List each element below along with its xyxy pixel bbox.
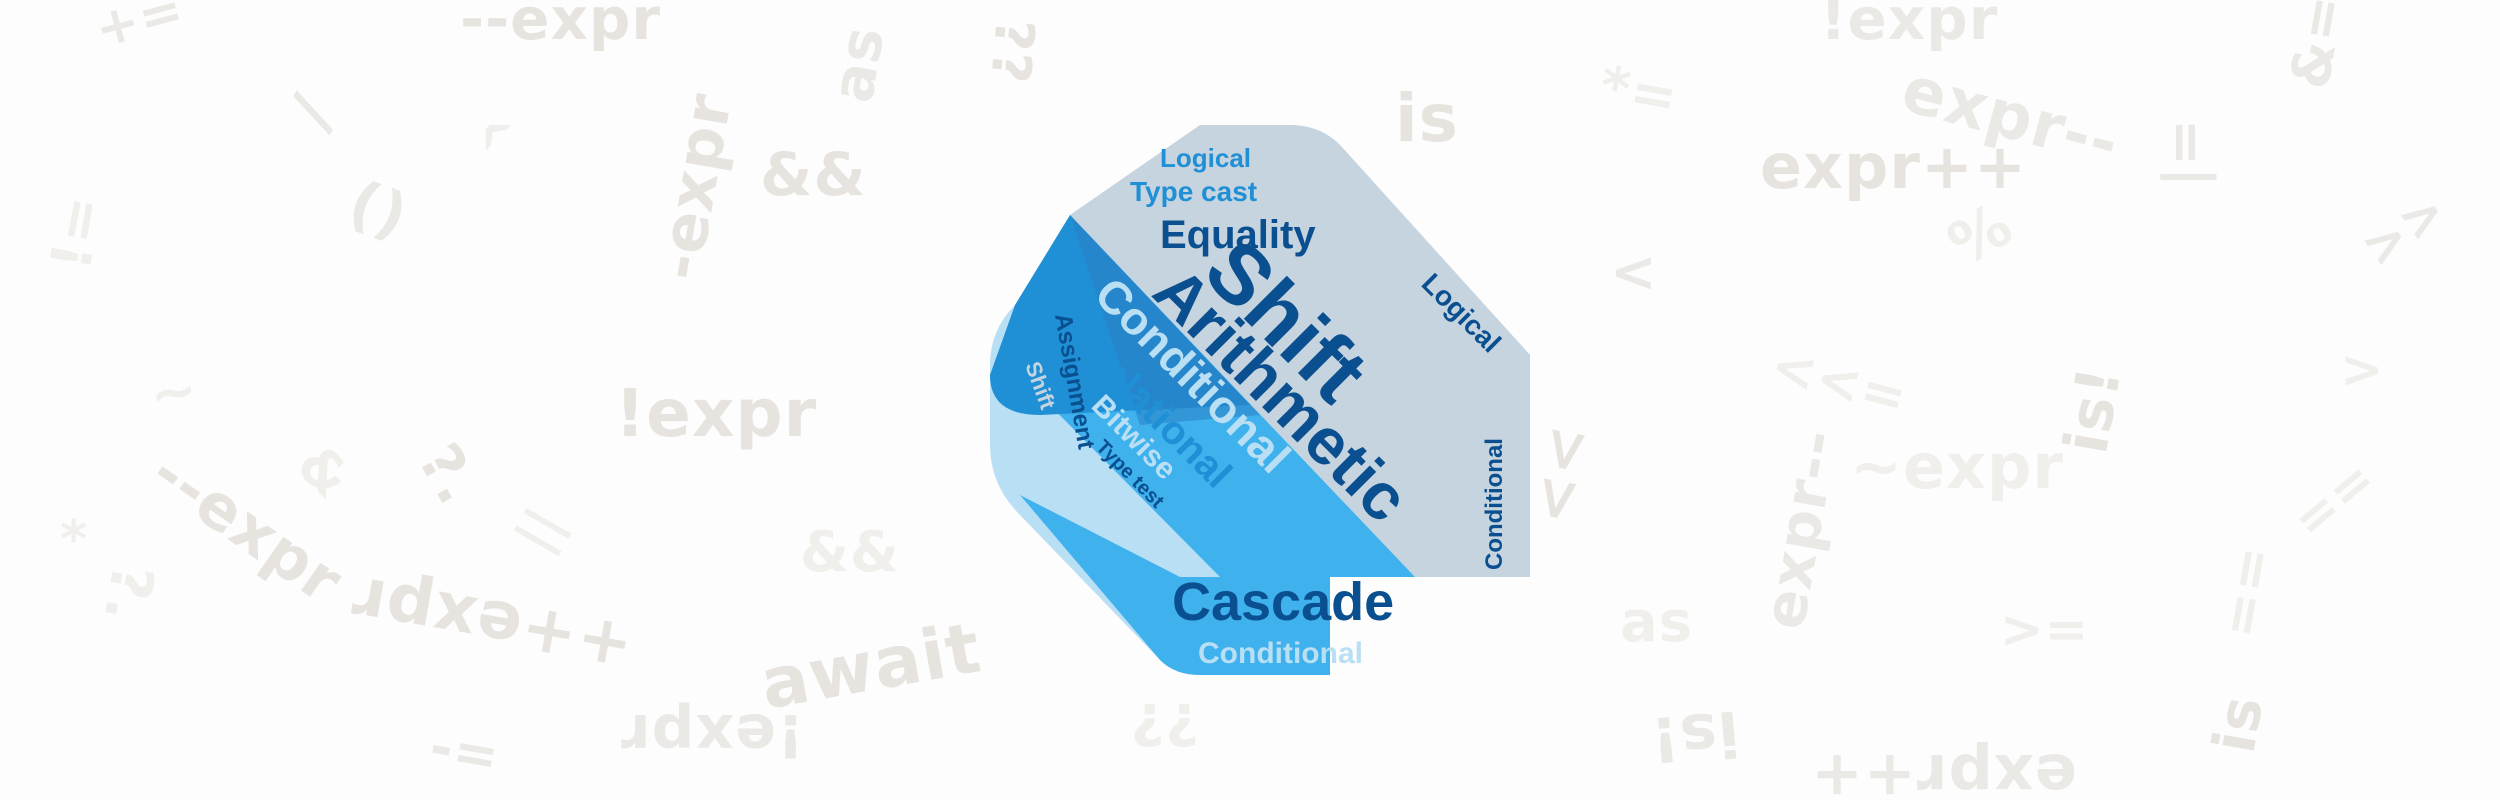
bg-token: ?.: [404, 432, 493, 516]
bg-token: &&: [760, 140, 867, 210]
bg-token: !expr: [1820, 0, 1999, 53]
bg-token: |=: [2152, 117, 2218, 188]
bg-token: is: [2199, 690, 2277, 758]
word-equality: Equality: [1160, 213, 1316, 257]
bg-token: ~: [144, 356, 204, 429]
bg-token: !expr: [615, 375, 818, 452]
bg-token: ==: [2207, 540, 2286, 643]
bg-token: !expr: [620, 700, 805, 770]
bg-token: >>: [2350, 179, 2459, 281]
bg-token: expr--: [1749, 424, 1852, 634]
bg-token: ++expr: [345, 560, 639, 687]
bg-token: is!: [1646, 696, 1743, 777]
bg-token: is: [1395, 80, 1459, 157]
bg-token: <: [1610, 240, 1658, 305]
bg-token: -=: [425, 714, 505, 789]
bg-token: *: [60, 510, 89, 570]
bg-token: +=: [88, 0, 191, 61]
bg-token: %: [1936, 189, 2025, 281]
logo-bottom-face: [1020, 495, 1330, 675]
word-cascade: Cascade: [1172, 572, 1394, 632]
bg-token: ??: [1130, 690, 1200, 758]
bg-token: ||: [504, 497, 576, 563]
logo-top-face: [1070, 125, 1530, 577]
bg-token: expr++: [1810, 740, 2077, 800]
bg-token: -expr: [641, 87, 747, 286]
bg-token: --expr: [460, 0, 662, 53]
dart-logo-word-cloud: Logical Type cast Equality Shift Arithme…: [960, 115, 1540, 685]
word-type-cast: Type cast: [1130, 176, 1257, 207]
bg-token: >=: [2000, 600, 2090, 660]
bg-token: ?.: [90, 559, 168, 629]
bg-token: expr++: [1760, 130, 2027, 203]
bg-token: ??: [978, 16, 1047, 87]
bg-token: as: [1620, 590, 1694, 655]
bg-token: <<=: [1764, 333, 1915, 430]
bg-token: >: [2340, 340, 2385, 400]
word-logical-top: Logical: [1160, 143, 1251, 173]
word-conditional-bottom: Conditional: [1198, 637, 1363, 670]
bg-token: &&: [800, 520, 900, 585]
bg-token: as: [817, 20, 898, 108]
logo-inner-shade: [1070, 215, 1260, 425]
bg-token: ^: [464, 102, 544, 183]
word-conditional-right: Conditional: [1481, 438, 1508, 570]
bg-token: (): [339, 167, 418, 253]
bg-token: ~expr: [1850, 430, 2064, 503]
bg-token: ==: [2281, 448, 2388, 552]
dart-logo-icon: Logical Type cast Equality Shift Arithme…: [990, 125, 1530, 675]
bg-token: &: [284, 432, 364, 511]
bg-token: &=: [2277, 0, 2357, 94]
bg-token: /: [274, 83, 350, 140]
bg-token: !=: [38, 190, 116, 275]
bg-token: *=: [1594, 53, 1684, 132]
